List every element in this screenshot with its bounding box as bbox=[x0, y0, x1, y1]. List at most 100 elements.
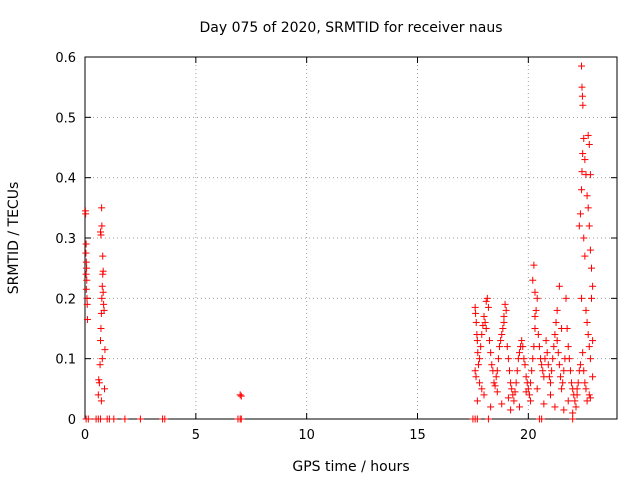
data-point bbox=[484, 415, 492, 423]
data-point bbox=[503, 343, 511, 351]
data-point bbox=[549, 355, 557, 363]
data-point bbox=[575, 222, 583, 230]
data-point bbox=[98, 294, 106, 302]
data-point bbox=[471, 367, 479, 375]
data-point bbox=[507, 406, 515, 414]
data-point bbox=[548, 367, 556, 375]
data-point bbox=[559, 379, 567, 387]
data-point bbox=[82, 258, 90, 266]
data-point bbox=[476, 355, 484, 363]
x-tick-label: 20 bbox=[520, 428, 537, 443]
data-point bbox=[478, 331, 486, 339]
data-point bbox=[97, 415, 105, 423]
data-point bbox=[579, 101, 587, 109]
data-point bbox=[161, 415, 169, 423]
tick-layer: 0 5 10 15 20 0 0.1 0.2 0.3 0.4 0.5 0.6 bbox=[55, 51, 617, 443]
point-layer bbox=[81, 62, 597, 423]
data-point bbox=[518, 337, 526, 345]
data-point bbox=[515, 403, 523, 411]
data-point bbox=[580, 134, 588, 142]
data-point bbox=[95, 376, 103, 384]
data-point bbox=[573, 391, 581, 399]
data-point bbox=[100, 300, 108, 308]
data-point bbox=[560, 367, 568, 375]
data-point bbox=[574, 379, 582, 387]
y-tick-label: 0.4 bbox=[55, 172, 76, 187]
data-point bbox=[97, 397, 105, 405]
data-point bbox=[582, 385, 590, 393]
data-point bbox=[556, 373, 564, 381]
data-point bbox=[584, 331, 592, 339]
data-point bbox=[512, 379, 520, 387]
data-point bbox=[541, 355, 549, 363]
data-point bbox=[564, 397, 572, 405]
data-point bbox=[493, 388, 501, 396]
data-point bbox=[110, 415, 118, 423]
data-point bbox=[553, 337, 561, 345]
data-point bbox=[529, 276, 537, 284]
data-point bbox=[82, 249, 90, 257]
data-point bbox=[580, 367, 588, 375]
data-point bbox=[538, 361, 546, 369]
y-tick-label: 0.5 bbox=[55, 111, 76, 126]
data-point bbox=[500, 318, 508, 326]
data-point bbox=[488, 361, 496, 369]
y-axis-label: SRMTID / TECUs bbox=[6, 182, 22, 295]
data-point bbox=[544, 361, 552, 369]
data-point bbox=[477, 343, 485, 351]
data-point bbox=[82, 240, 90, 248]
data-point bbox=[578, 168, 586, 176]
data-point bbox=[482, 325, 490, 332]
data-point bbox=[543, 349, 551, 357]
y-tick-label: 0.1 bbox=[55, 353, 76, 368]
data-point bbox=[520, 355, 528, 363]
data-point bbox=[83, 300, 91, 308]
data-point bbox=[569, 409, 577, 417]
data-point bbox=[586, 394, 594, 402]
data-point bbox=[504, 355, 512, 363]
data-point bbox=[83, 264, 91, 272]
data-point bbox=[82, 210, 90, 218]
data-point bbox=[98, 355, 106, 363]
data-point bbox=[500, 312, 508, 320]
data-point bbox=[98, 204, 106, 212]
data-point bbox=[471, 303, 479, 311]
data-point bbox=[588, 294, 596, 302]
data-point bbox=[555, 361, 563, 369]
data-point bbox=[586, 171, 594, 179]
data-point bbox=[83, 294, 91, 302]
data-point bbox=[573, 385, 581, 393]
data-point bbox=[99, 288, 107, 296]
data-point bbox=[566, 367, 574, 375]
data-point bbox=[586, 246, 594, 254]
data-point bbox=[578, 186, 586, 194]
data-point bbox=[522, 373, 530, 381]
data-point bbox=[472, 373, 480, 381]
x-tick-label: 15 bbox=[409, 428, 426, 443]
data-point bbox=[576, 210, 584, 218]
data-point bbox=[510, 397, 518, 405]
data-point bbox=[553, 306, 561, 314]
data-point bbox=[496, 343, 504, 351]
data-point bbox=[497, 337, 505, 345]
data-point bbox=[98, 282, 106, 290]
data-point bbox=[484, 303, 492, 311]
data-point bbox=[564, 343, 572, 351]
x-tick-label: 0 bbox=[81, 428, 89, 443]
data-point bbox=[493, 367, 501, 375]
x-axis-label: GPS time / hours bbox=[292, 459, 409, 475]
data-point bbox=[589, 282, 597, 290]
y-tick-label: 0.2 bbox=[55, 292, 76, 307]
data-point bbox=[585, 140, 593, 148]
data-point bbox=[83, 315, 91, 323]
data-point bbox=[565, 355, 573, 363]
grid-layer bbox=[85, 57, 617, 419]
y-tick-label: 0 bbox=[68, 413, 76, 428]
data-point bbox=[576, 361, 584, 369]
data-point bbox=[589, 373, 597, 381]
x-tick-label: 5 bbox=[192, 428, 200, 443]
data-point bbox=[473, 397, 481, 405]
data-point bbox=[480, 391, 488, 399]
chart-title: Day 075 of 2020, SRMTID for receiver nau… bbox=[199, 20, 502, 36]
data-point bbox=[99, 267, 107, 275]
